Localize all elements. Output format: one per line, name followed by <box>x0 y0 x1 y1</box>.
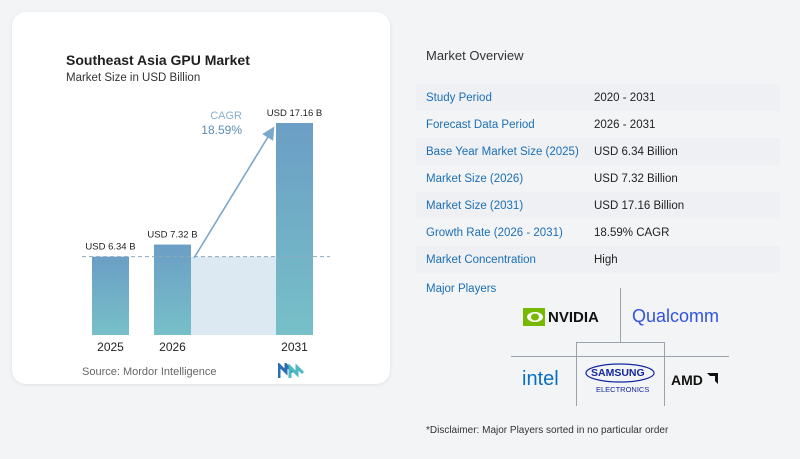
tick-label: 2031 <box>281 340 308 354</box>
mordor-logo-icon <box>278 363 304 378</box>
table-row: Market Size (2026) USD 7.32 Billion <box>416 165 780 192</box>
row-label: Forecast Data Period <box>426 118 535 131</box>
amd-arrow-icon <box>707 373 718 384</box>
samsung-oval-icon <box>585 363 655 383</box>
qualcomm-logo: Qualcomm <box>632 306 720 326</box>
chart-title: Southeast Asia GPU Market <box>66 52 250 68</box>
bar <box>92 256 129 335</box>
cagr-value: 18.59% <box>201 123 242 137</box>
row-value: 2026 - 2031 <box>594 118 656 131</box>
major-players-title: Major Players <box>426 283 497 295</box>
data-label: USD 6.34 B <box>85 242 135 253</box>
cagr-arrow <box>193 126 275 259</box>
table-row: Base Year Market Size (2025) USD 6.34 Bi… <box>416 138 780 165</box>
disclaimer-text: *Disclaimer: Major Players sorted in no … <box>426 425 669 436</box>
row-label: Study Period <box>426 91 492 104</box>
intel-logo: intel <box>522 368 559 390</box>
samsung-logo: SAMSUNG <box>591 367 645 379</box>
row-label: Base Year Market Size (2025) <box>426 145 579 158</box>
grid-divider <box>576 342 577 406</box>
overview-table: Study Period 2020 - 2031 Forecast Data P… <box>416 84 780 273</box>
row-value: 18.59% CAGR <box>594 226 670 239</box>
chart-subtitle: Market Size in USD Billion <box>66 72 201 84</box>
tick-label: 2025 <box>97 340 124 354</box>
row-label: Market Size (2026) <box>426 172 524 185</box>
bar <box>276 123 313 335</box>
grid-divider <box>576 342 665 343</box>
row-value: USD 6.34 Billion <box>594 145 678 158</box>
bar-chart: USD 6.34 B 2025 USD 7.32 B 2026 USD 17.16 B 2… <box>82 108 330 354</box>
row-label: Market Size (2031) <box>426 199 524 212</box>
row-value: 2020 - 2031 <box>594 91 656 104</box>
overview-title: Market Overview <box>426 48 524 63</box>
row-value: High <box>594 253 618 266</box>
nvidia-logo: NVIDIA <box>548 309 599 326</box>
data-label: USD 17.16 B <box>267 108 322 119</box>
amd-logo: AMD <box>671 372 703 388</box>
bar <box>154 244 191 335</box>
grid-divider <box>620 288 621 342</box>
row-value: USD 17.16 Billion <box>594 199 685 212</box>
table-row: Forecast Data Period 2026 - 2031 <box>416 111 780 138</box>
row-label: Growth Rate (2026 - 2031) <box>426 226 563 239</box>
tick-label: 2026 <box>159 340 186 354</box>
forecast-band <box>191 256 276 335</box>
data-label: USD 7.32 B <box>147 230 197 241</box>
table-row: Study Period 2020 - 2031 <box>416 84 780 111</box>
table-row: Growth Rate (2026 - 2031) 18.59% CAGR <box>416 219 780 246</box>
source-text: Source: Mordor Intelligence <box>82 366 217 378</box>
nvidia-eye-icon <box>523 308 545 326</box>
row-value: USD 7.32 Billion <box>594 172 678 185</box>
grid-divider <box>664 342 665 406</box>
table-row: Market Size (2031) USD 17.16 Billion <box>416 192 780 219</box>
row-label: Market Concentration <box>426 253 536 266</box>
cagr-label: CAGR <box>210 110 242 122</box>
grid-divider <box>511 356 729 357</box>
samsung-sub-label: ELECTRONICS <box>596 385 650 394</box>
table-row: Market Concentration High <box>416 246 780 273</box>
